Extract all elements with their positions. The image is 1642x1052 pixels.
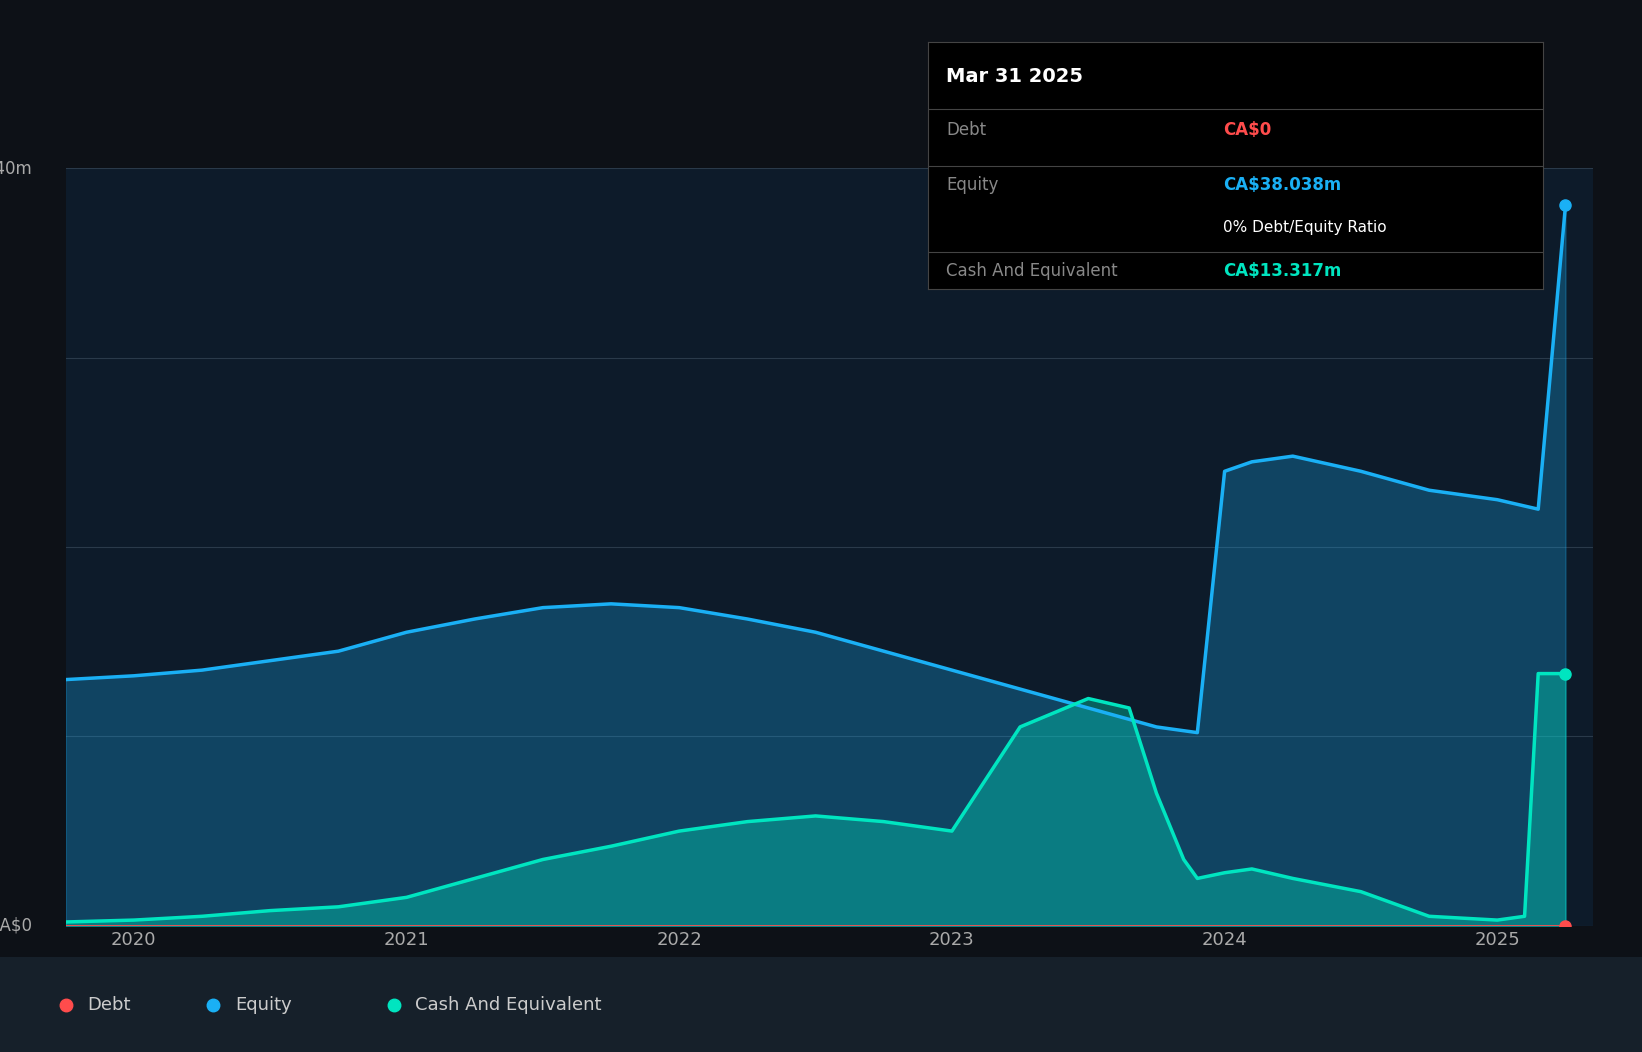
Text: Cash And Equivalent: Cash And Equivalent [415, 995, 603, 1014]
Text: CA$13.317m: CA$13.317m [1223, 262, 1342, 280]
Text: CA$0: CA$0 [1223, 121, 1271, 139]
Text: CA$0: CA$0 [0, 916, 33, 935]
Text: Debt: Debt [87, 995, 130, 1014]
Text: Equity: Equity [946, 176, 998, 194]
Text: 0% Debt/Equity Ratio: 0% Debt/Equity Ratio [1223, 220, 1387, 235]
Text: CA$38.038m: CA$38.038m [1223, 176, 1342, 194]
Text: CA$40m: CA$40m [0, 159, 33, 178]
Text: Cash And Equivalent: Cash And Equivalent [946, 262, 1118, 280]
Text: Equity: Equity [235, 995, 292, 1014]
Text: Debt: Debt [946, 121, 987, 139]
Text: Mar 31 2025: Mar 31 2025 [946, 67, 1084, 86]
